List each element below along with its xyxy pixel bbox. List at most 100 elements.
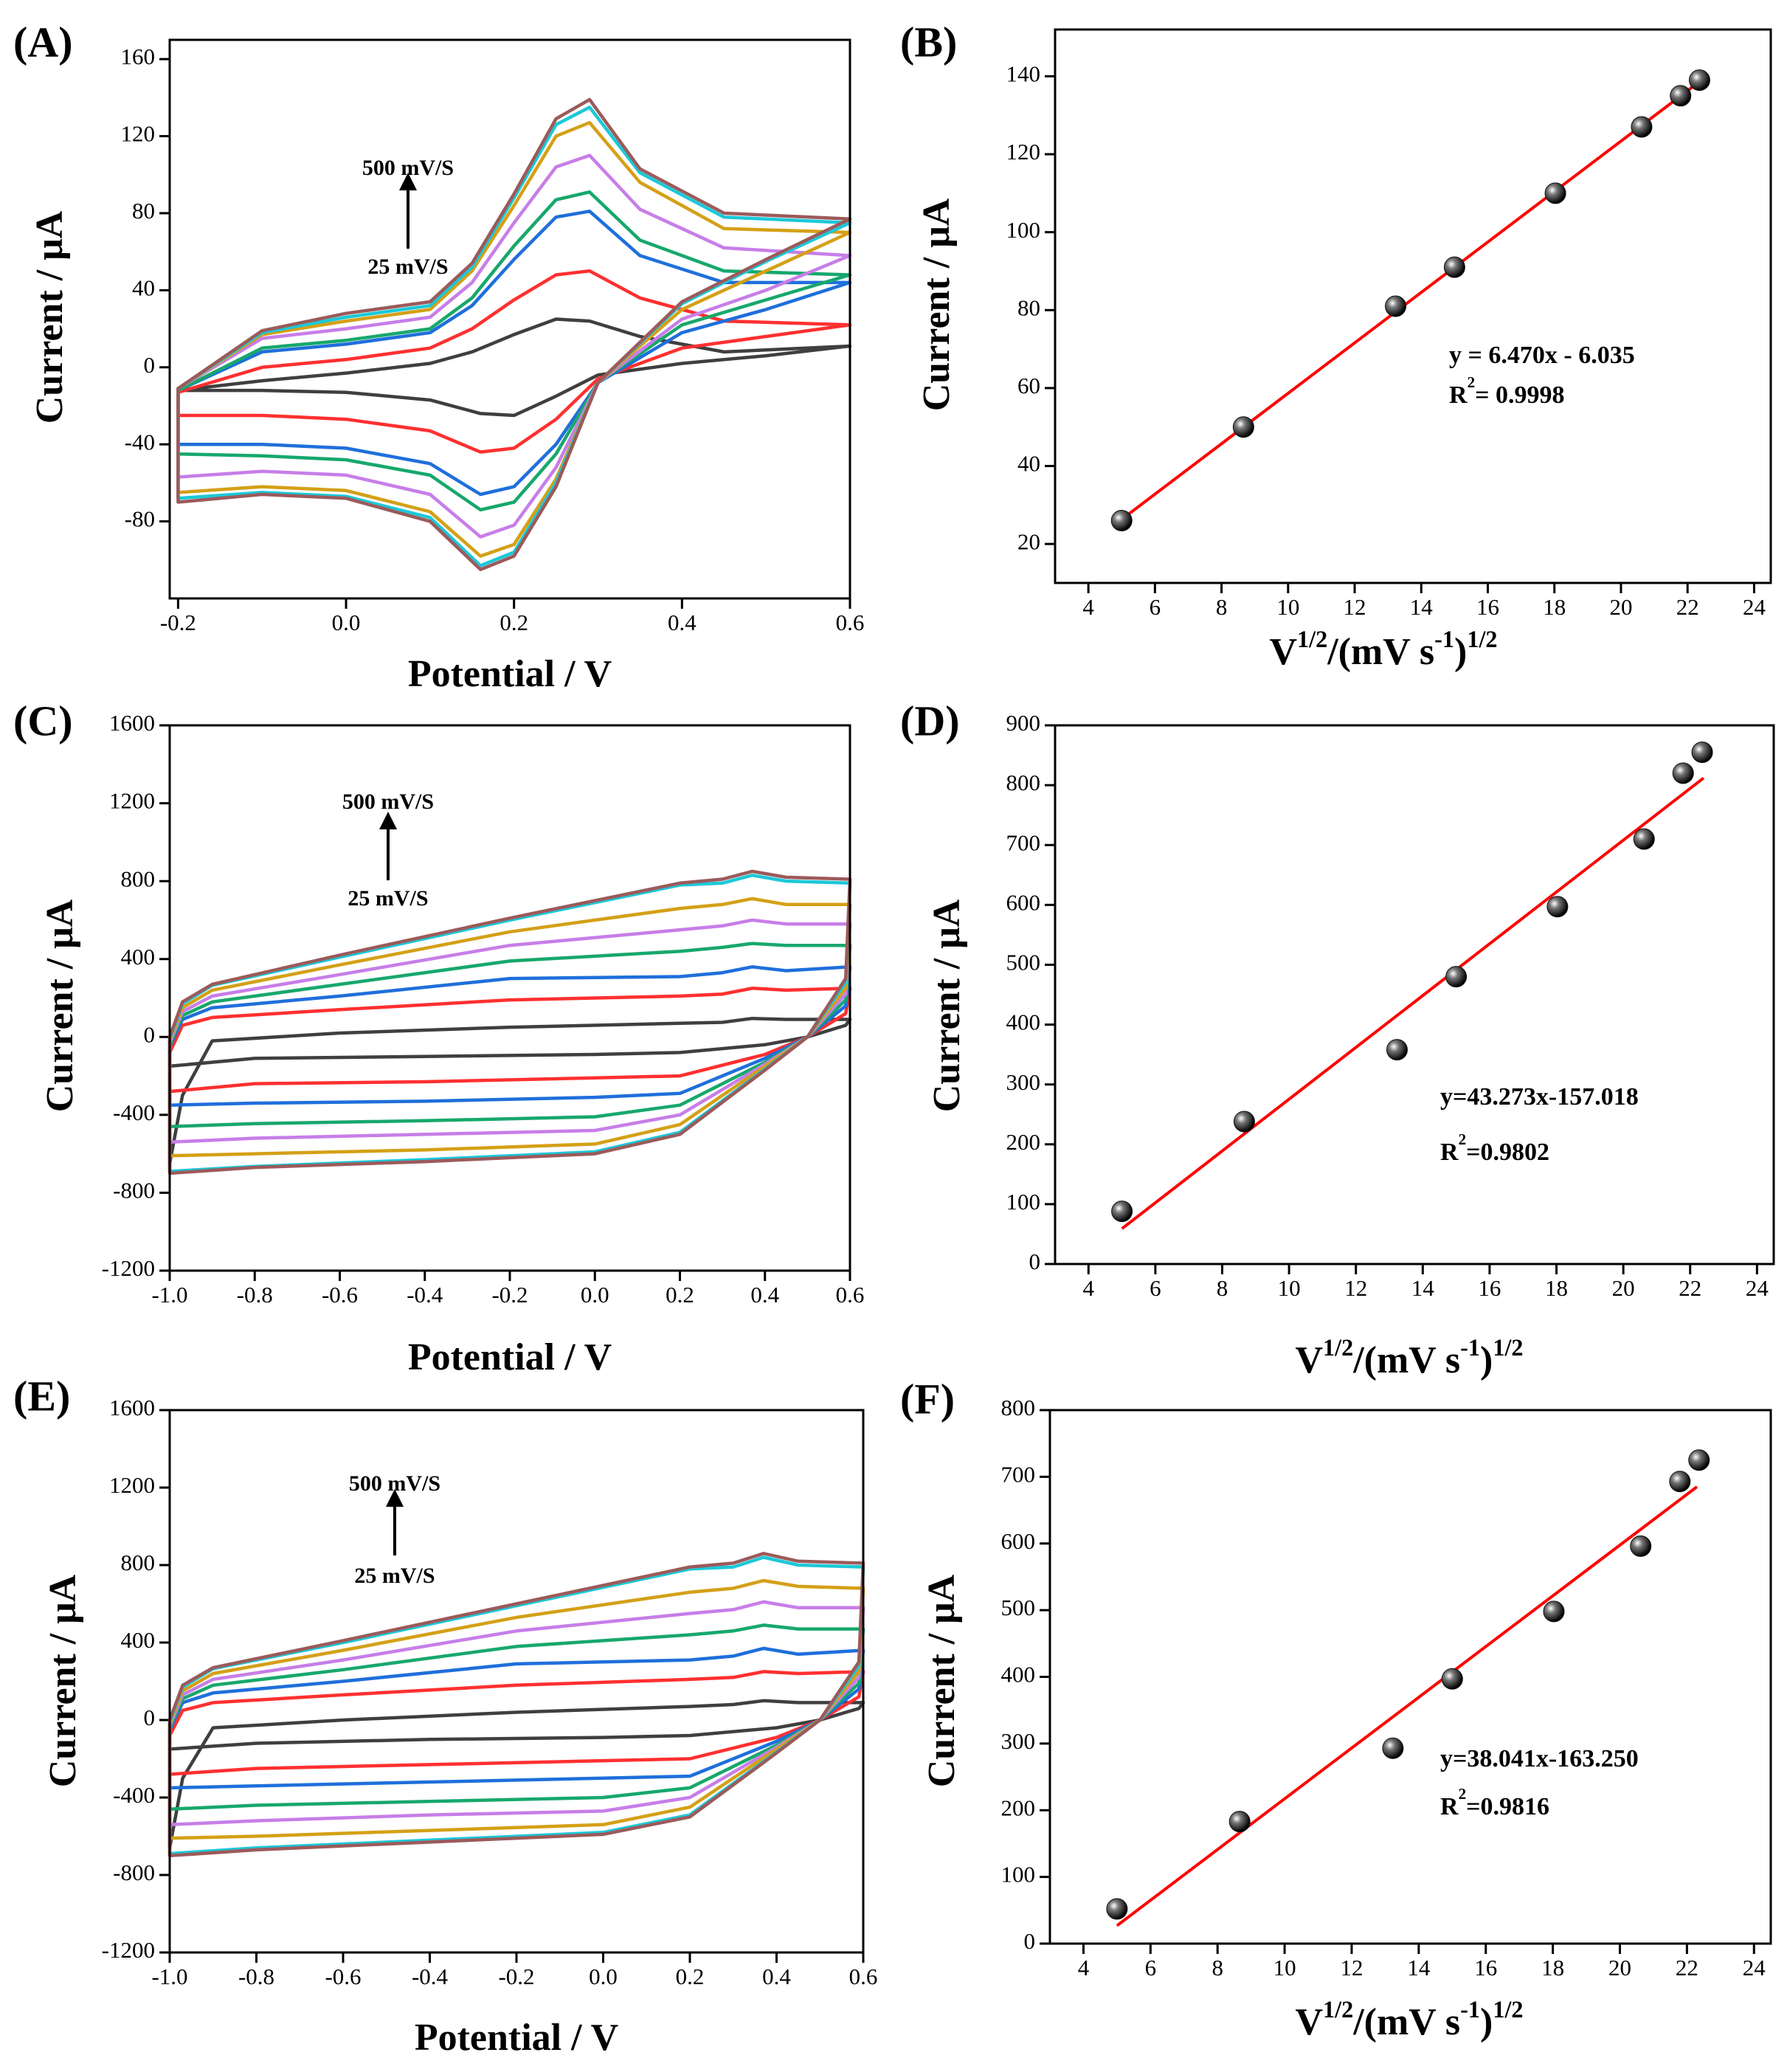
y-tick-label: 800 (121, 866, 156, 891)
x-axis-title: V1/2/(mV s-1)1/2 (1269, 626, 1497, 673)
y-tick-label: -40 (125, 429, 155, 455)
x-tick-label: 10 (1273, 1955, 1296, 1981)
fit-equation: y=43.273x-157.018 (1440, 1083, 1639, 1111)
y-axis-title: Current / μA (916, 198, 958, 411)
y-tick-label: 40 (1017, 451, 1040, 477)
y-tick-label: 120 (1006, 139, 1041, 165)
x-tick-label: 0.2 (676, 1964, 705, 1989)
data-point (1110, 509, 1133, 531)
data-point (1386, 1039, 1408, 1061)
y-tick-label: 40 (132, 274, 155, 300)
data-point (1672, 762, 1694, 784)
plot-frame (168, 38, 851, 600)
y-tick-label: 500 (1001, 1595, 1036, 1620)
y-axis-title: Current / μA (39, 899, 81, 1112)
y-tick-label: -400 (113, 1782, 155, 1808)
x-tick-label: 4 (1083, 1275, 1095, 1301)
data-point (1543, 1600, 1565, 1623)
y-tick-label: 700 (1006, 829, 1041, 855)
fit-line (1121, 776, 1705, 1230)
r-squared-part: 2 (1468, 373, 1476, 391)
x-tick-label: 8 (1217, 1275, 1228, 1301)
annotation: 500 mV/S (362, 156, 454, 180)
y-tick-label: -800 (113, 1178, 155, 1204)
x-axis-title: Potential / V (408, 653, 612, 695)
x-tick-label: -0.4 (407, 1282, 443, 1308)
y-tick-label: -1200 (102, 1937, 155, 1963)
x-axis-title-part: V (1295, 1339, 1323, 1381)
x-tick-label: 18 (1541, 1955, 1564, 1981)
y-tick-label: 300 (1001, 1728, 1036, 1754)
y-tick-label: 100 (1006, 1189, 1041, 1215)
x-tick-label: 18 (1545, 1275, 1568, 1301)
x-tick-label: 10 (1278, 1275, 1301, 1301)
cv-curve (167, 1699, 865, 1850)
x-tick-label: 16 (1478, 1275, 1501, 1301)
plot-frame (1054, 28, 1772, 584)
x-axis-title-part: 1/2 (1467, 626, 1497, 652)
x-tick-label: 20 (1608, 1955, 1631, 1981)
x-tick-label: -1.0 (151, 1282, 187, 1308)
r-squared-part: 2 (1459, 1785, 1467, 1803)
y-tick-label: 800 (1006, 770, 1041, 795)
y-tick-label: 800 (1001, 1395, 1036, 1420)
y-tick-label: 0 (144, 1021, 156, 1047)
r-squared-part: =0.9802 (1466, 1139, 1549, 1166)
r-squared: R2=0.9802 (1440, 1130, 1549, 1166)
y-tick-label: 200 (1001, 1795, 1036, 1820)
x-tick-label: 6 (1150, 1275, 1161, 1301)
panel-label: (D) (900, 697, 960, 745)
x-tick-label: 20 (1612, 1275, 1635, 1301)
x-tick-label: 8 (1212, 1955, 1223, 1981)
x-axis-title-part: -1 (1434, 626, 1454, 652)
fit-equation: y = 6.470x - 6.035 (1449, 342, 1635, 369)
x-axis-title-part: 1/2 (1493, 1334, 1523, 1361)
cv-curve (176, 190, 852, 512)
annotation: 25 mV/S (354, 1564, 435, 1588)
plot-frame (1048, 1409, 1772, 1945)
x-tick-label: 0.0 (332, 609, 361, 635)
y-tick-label: 800 (121, 1550, 156, 1575)
data-point (1111, 1201, 1133, 1223)
y-tick-label: 400 (1006, 1009, 1041, 1035)
y-tick-label: -400 (113, 1099, 155, 1125)
y-tick-label: -800 (113, 1859, 155, 1885)
y-tick-label: 400 (121, 1627, 156, 1653)
x-axis-title-part: ) (1454, 631, 1467, 673)
y-tick-label: 0 (1024, 1928, 1036, 1954)
cv-curve (176, 153, 852, 539)
y-tick-label: 60 (1017, 373, 1040, 398)
x-tick-label: 4 (1078, 1955, 1090, 1981)
data-point (1631, 116, 1653, 138)
data-point (1232, 416, 1254, 438)
cv-curve (167, 918, 852, 1144)
cv-curve (176, 269, 852, 454)
data-point (1688, 1449, 1710, 1471)
plot-frame (168, 1409, 865, 1954)
y-axis-title: Current / μA (926, 899, 968, 1112)
cv-curve (167, 869, 852, 1175)
data-point (1688, 69, 1710, 91)
plot-frame (168, 724, 851, 1272)
x-tick-label: -0.2 (498, 1964, 534, 1989)
x-tick-label: 22 (1676, 594, 1699, 620)
x-tick-label: 18 (1543, 594, 1566, 620)
x-tick-label: 4 (1082, 594, 1094, 620)
x-tick-label: 14 (1410, 594, 1434, 620)
x-tick-label: -0.6 (322, 1282, 358, 1308)
y-tick-label: 80 (1017, 294, 1040, 320)
y-tick-label: 0 (144, 352, 156, 378)
x-tick-label: 0.2 (666, 1282, 694, 1308)
x-axis-title-part: /(mV s (1352, 1339, 1460, 1381)
x-tick-label: 16 (1474, 1955, 1497, 1981)
x-tick-label: 0.4 (750, 1282, 779, 1308)
annotation: 500 mV/S (342, 790, 434, 814)
y-tick-label: 1600 (109, 710, 155, 736)
y-tick-label: 400 (1001, 1662, 1036, 1688)
x-axis-title-part: -1 (1460, 1996, 1480, 2023)
r-squared-part: R (1440, 1139, 1459, 1166)
y-tick-label: 140 (1006, 61, 1041, 86)
x-tick-label: 22 (1679, 1275, 1701, 1301)
y-tick-label: 0 (1029, 1249, 1041, 1274)
